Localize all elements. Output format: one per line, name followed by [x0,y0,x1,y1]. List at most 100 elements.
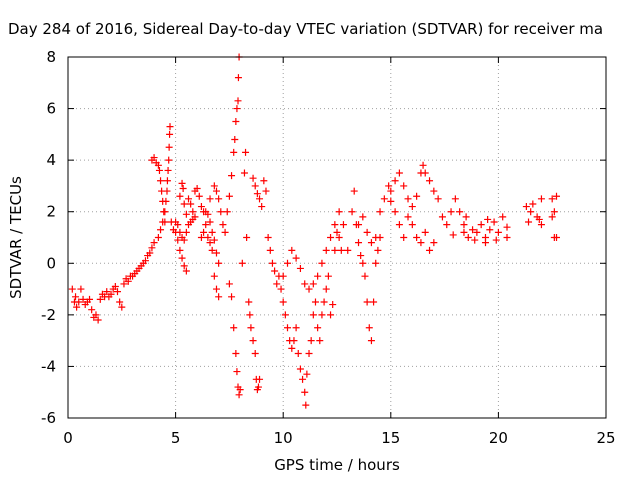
y-tick-labels: -6 -4 -2 0 2 4 6 8 [41,48,56,427]
data-point [305,350,313,358]
data-point [279,298,287,306]
data-point [219,221,227,229]
data-point [77,285,85,293]
data-point [537,221,545,229]
data-point [182,210,190,218]
data-point [246,311,254,319]
data-point [161,208,169,216]
y-tick-label: 2 [46,203,56,221]
y-tick-label: 8 [46,48,56,66]
data-point [234,97,242,105]
data-point [503,223,511,231]
data-point [103,288,111,296]
data-point [322,246,330,254]
data-point [421,169,429,177]
x-tick-label: 25 [596,429,615,447]
data-point [251,350,259,358]
data-point [176,192,184,200]
data-point [253,190,261,198]
data-point [176,228,184,236]
data-point [94,316,102,324]
data-point [525,218,533,226]
data-point [322,285,330,293]
data-point [365,324,373,332]
data-point [120,280,128,288]
data-point [233,368,241,376]
data-point [471,236,479,244]
data-point [537,195,545,203]
data-point [256,195,264,203]
data-point [228,293,236,301]
data-point [408,221,416,229]
data-point [400,182,408,190]
data-point [254,383,262,391]
data-point [355,221,363,229]
data-point [277,285,285,293]
data-point [88,306,96,314]
x-tick-labels: 0 5 10 15 20 25 [63,429,615,447]
data-point [189,208,197,216]
data-point [311,298,319,306]
data-point [421,228,429,236]
data-point [247,324,255,332]
data-point [208,246,216,254]
data-point [245,298,253,306]
data-point [243,234,251,241]
data-point [176,246,184,254]
chart-title: Day 284 of 2016, Sidereal Day-to-day VTE… [8,20,603,38]
data-point [408,203,416,211]
data-point [179,185,187,193]
data-point [426,177,434,185]
data-point [469,226,477,234]
data-point [449,231,457,239]
data-point [73,303,81,311]
data-point [166,123,174,131]
y-tick-label: -4 [41,357,56,375]
data-point [212,285,220,293]
data-point [163,187,171,195]
data-point [202,221,210,229]
data-point [107,290,115,298]
x-tick-label: 5 [171,429,181,447]
data-point [400,234,408,241]
data-point [367,239,375,247]
data-point [413,234,421,241]
data-point [148,244,156,252]
data-point [359,213,367,221]
data-point [195,192,203,200]
data-point [116,298,124,306]
data-point [385,182,393,190]
data-point [223,208,231,216]
data-point [197,234,205,241]
data-point [154,161,162,169]
data-point [182,267,190,275]
y-tick-label: 0 [46,254,56,272]
data-point [473,228,481,236]
data-point [363,228,371,236]
x-tick-label: 0 [63,429,73,447]
data-point [204,234,212,241]
data-point [419,161,427,169]
data-point [391,177,399,185]
data-point [166,130,174,138]
data-point [301,388,309,396]
data-point [320,298,328,306]
data-point [178,254,186,262]
data-point [182,228,190,236]
data-point [240,169,248,177]
data-point [529,200,537,208]
data-point [387,197,395,205]
data-point [363,298,371,306]
data-point [157,226,165,234]
data-point [553,234,561,241]
data-point [335,208,343,216]
data-point [212,249,220,257]
data-point [232,350,240,358]
data-point [318,259,326,267]
data-point [309,280,317,288]
data-point [118,303,126,311]
data-point [271,267,279,275]
data-point [357,252,365,260]
data-point [335,234,343,241]
data-point [150,154,158,162]
